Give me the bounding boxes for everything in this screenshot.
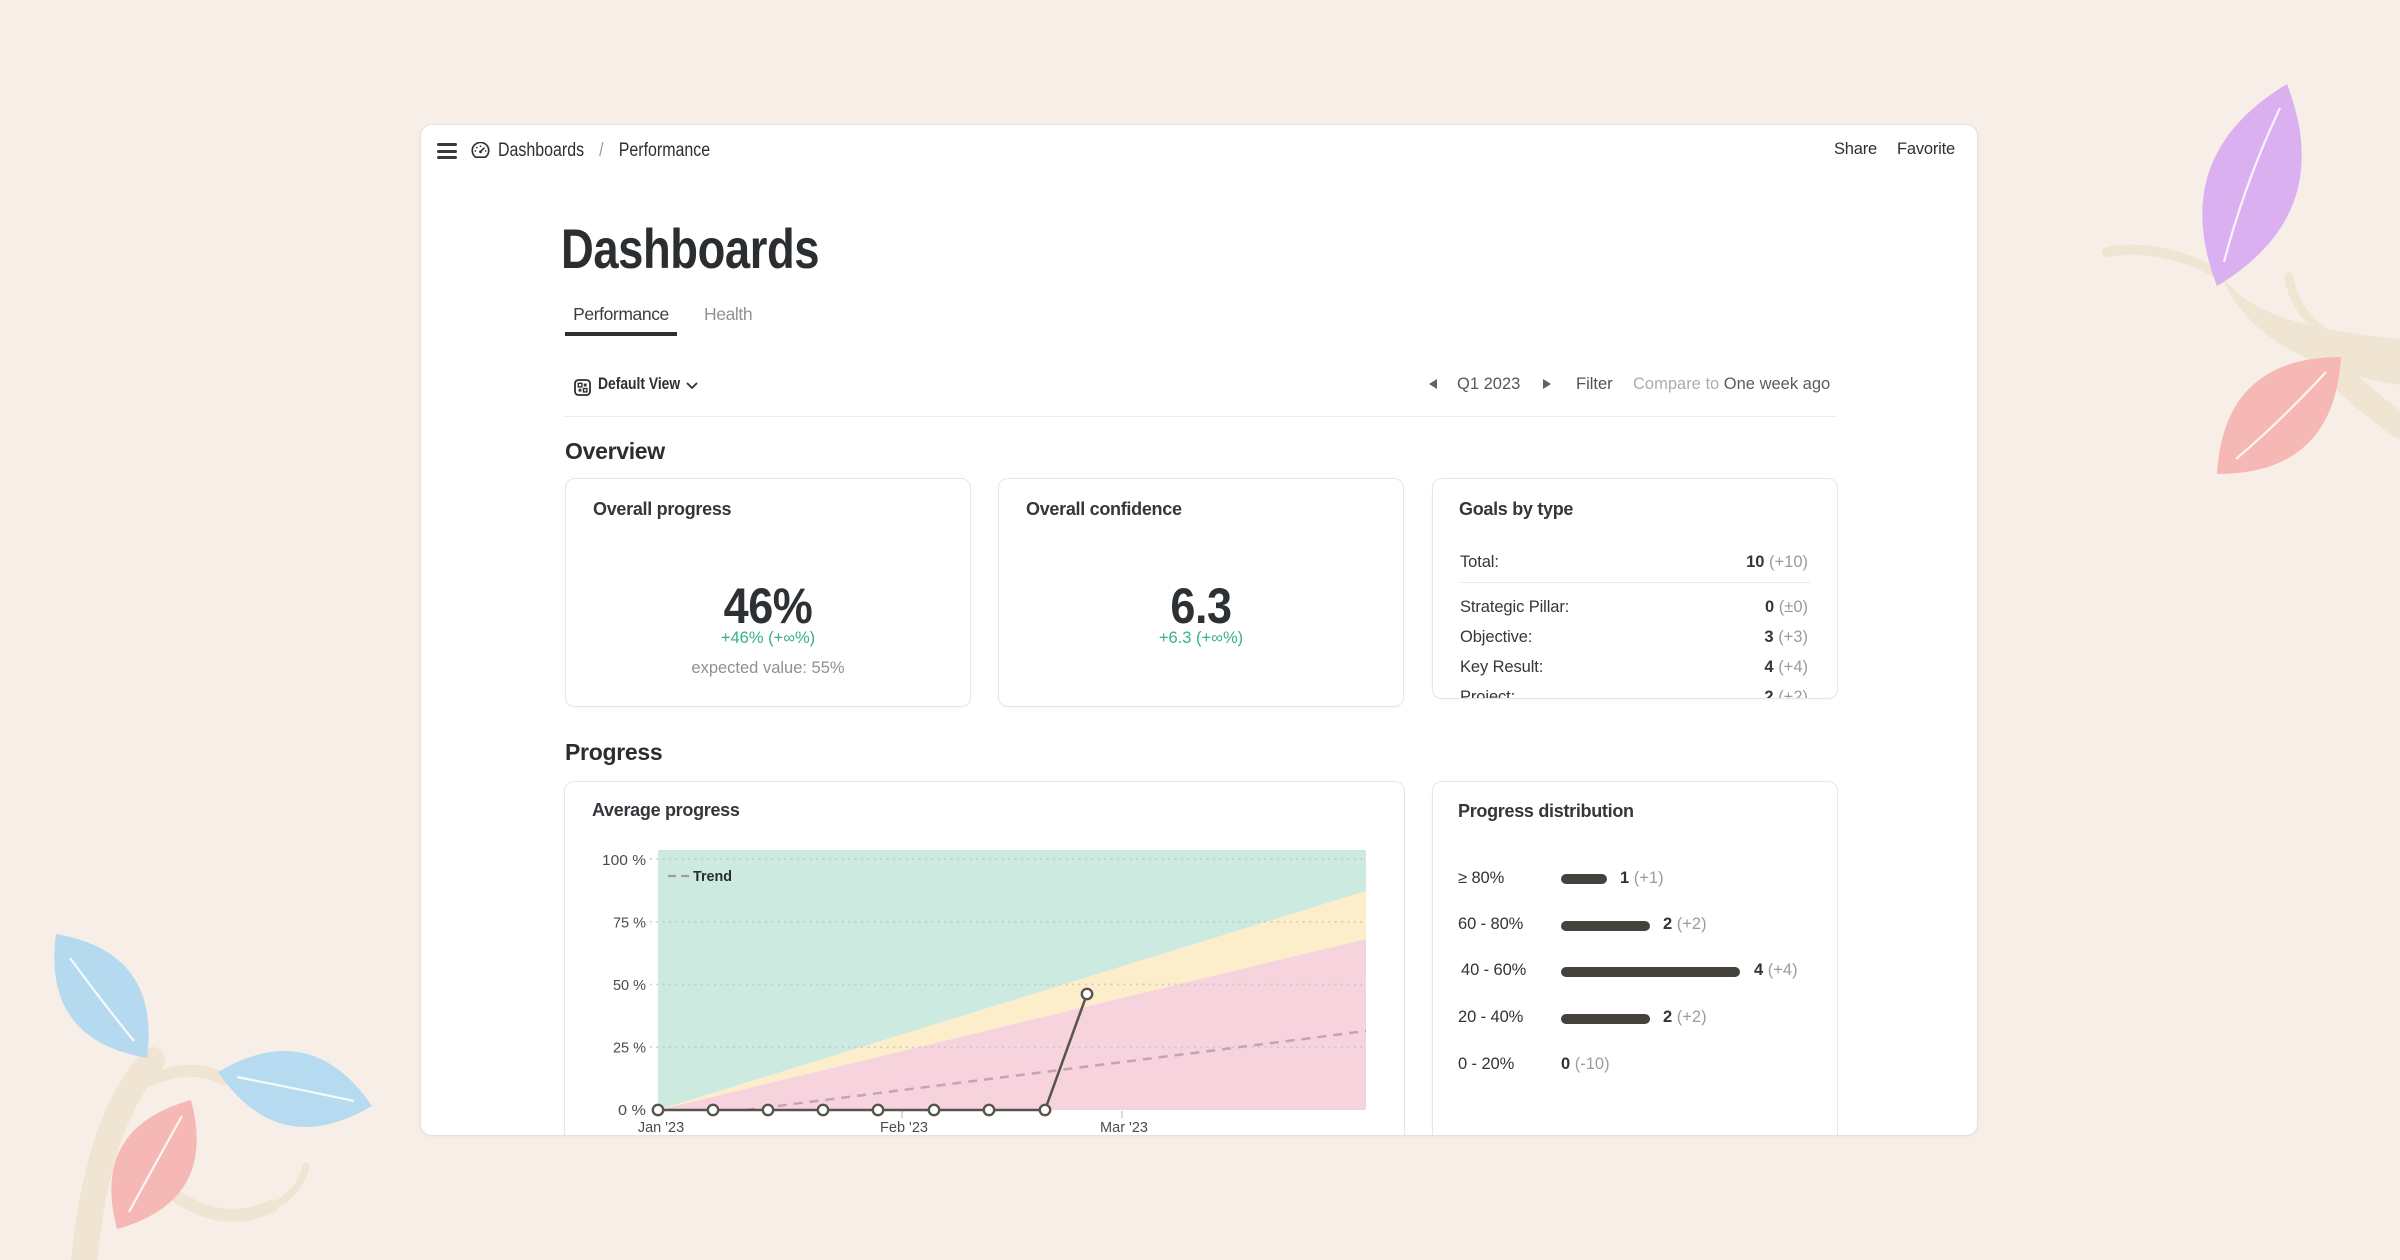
svg-text:Feb '23: Feb '23	[880, 1120, 928, 1135]
svg-text:75 %: 75 %	[613, 915, 646, 932]
svg-text:Trend: Trend	[693, 868, 732, 885]
svg-text:0 %: 0 %	[618, 1102, 646, 1119]
svg-text:50 %: 50 %	[613, 977, 646, 994]
svg-text:25 %: 25 %	[613, 1040, 646, 1057]
svg-text:100 %: 100 %	[602, 852, 646, 869]
svg-text:Jan '23: Jan '23	[638, 1120, 684, 1135]
svg-text:Mar '23: Mar '23	[1100, 1120, 1148, 1135]
